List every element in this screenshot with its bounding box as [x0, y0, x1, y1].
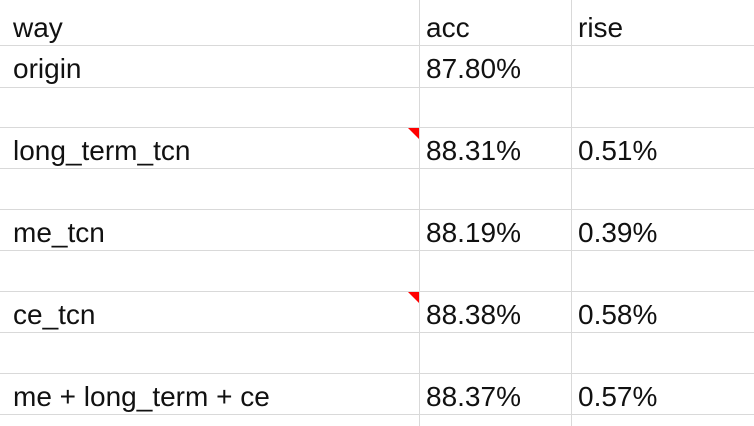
cell-acc-ce-tcn[interactable]: 88.38%: [426, 299, 521, 330]
row-divider: [0, 332, 754, 333]
empty-cell[interactable]: [13, 88, 413, 128]
cell-way-me-tcn[interactable]: me_tcn: [13, 217, 105, 248]
header-cell-way[interactable]: way: [13, 12, 63, 43]
row-divider: [0, 87, 754, 88]
row-divider: [0, 291, 754, 292]
cell-rise-ce-tcn[interactable]: 0.58%: [578, 299, 658, 330]
row-divider: [0, 414, 754, 415]
column-divider-a-b: [419, 0, 420, 426]
cell-acc-me-long-term-ce[interactable]: 88.37%: [426, 381, 521, 412]
cell-rise-me-long-term-ce[interactable]: 0.57%: [578, 381, 658, 412]
cell-rise-origin[interactable]: [578, 49, 748, 89]
row-divider: [0, 127, 754, 128]
row-divider: [0, 209, 754, 210]
cell-acc-me-tcn[interactable]: 88.19%: [426, 217, 521, 248]
header-cell-acc[interactable]: acc: [426, 12, 470, 43]
cell-way-long-term-tcn[interactable]: long_term_tcn: [13, 135, 191, 166]
column-divider-b-c: [571, 0, 572, 426]
comment-indicator-icon[interactable]: [408, 292, 419, 303]
row-divider: [0, 250, 754, 251]
cell-acc-long-term-tcn[interactable]: 88.31%: [426, 135, 521, 166]
row-divider: [0, 373, 754, 374]
cell-rise-me-tcn[interactable]: 0.39%: [578, 217, 658, 248]
cell-way-me-long-term-ce[interactable]: me + long_term + ce: [13, 381, 270, 412]
header-cell-rise[interactable]: rise: [578, 12, 624, 43]
row-divider: [0, 45, 754, 46]
comment-indicator-icon[interactable]: [408, 128, 419, 139]
cell-way-origin[interactable]: origin: [13, 53, 82, 84]
cell-acc-origin[interactable]: 87.80%: [426, 53, 521, 84]
cell-way-ce-tcn[interactable]: ce_tcn: [13, 299, 96, 330]
row-divider: [0, 168, 754, 169]
cell-rise-long-term-tcn[interactable]: 0.51%: [578, 135, 658, 166]
